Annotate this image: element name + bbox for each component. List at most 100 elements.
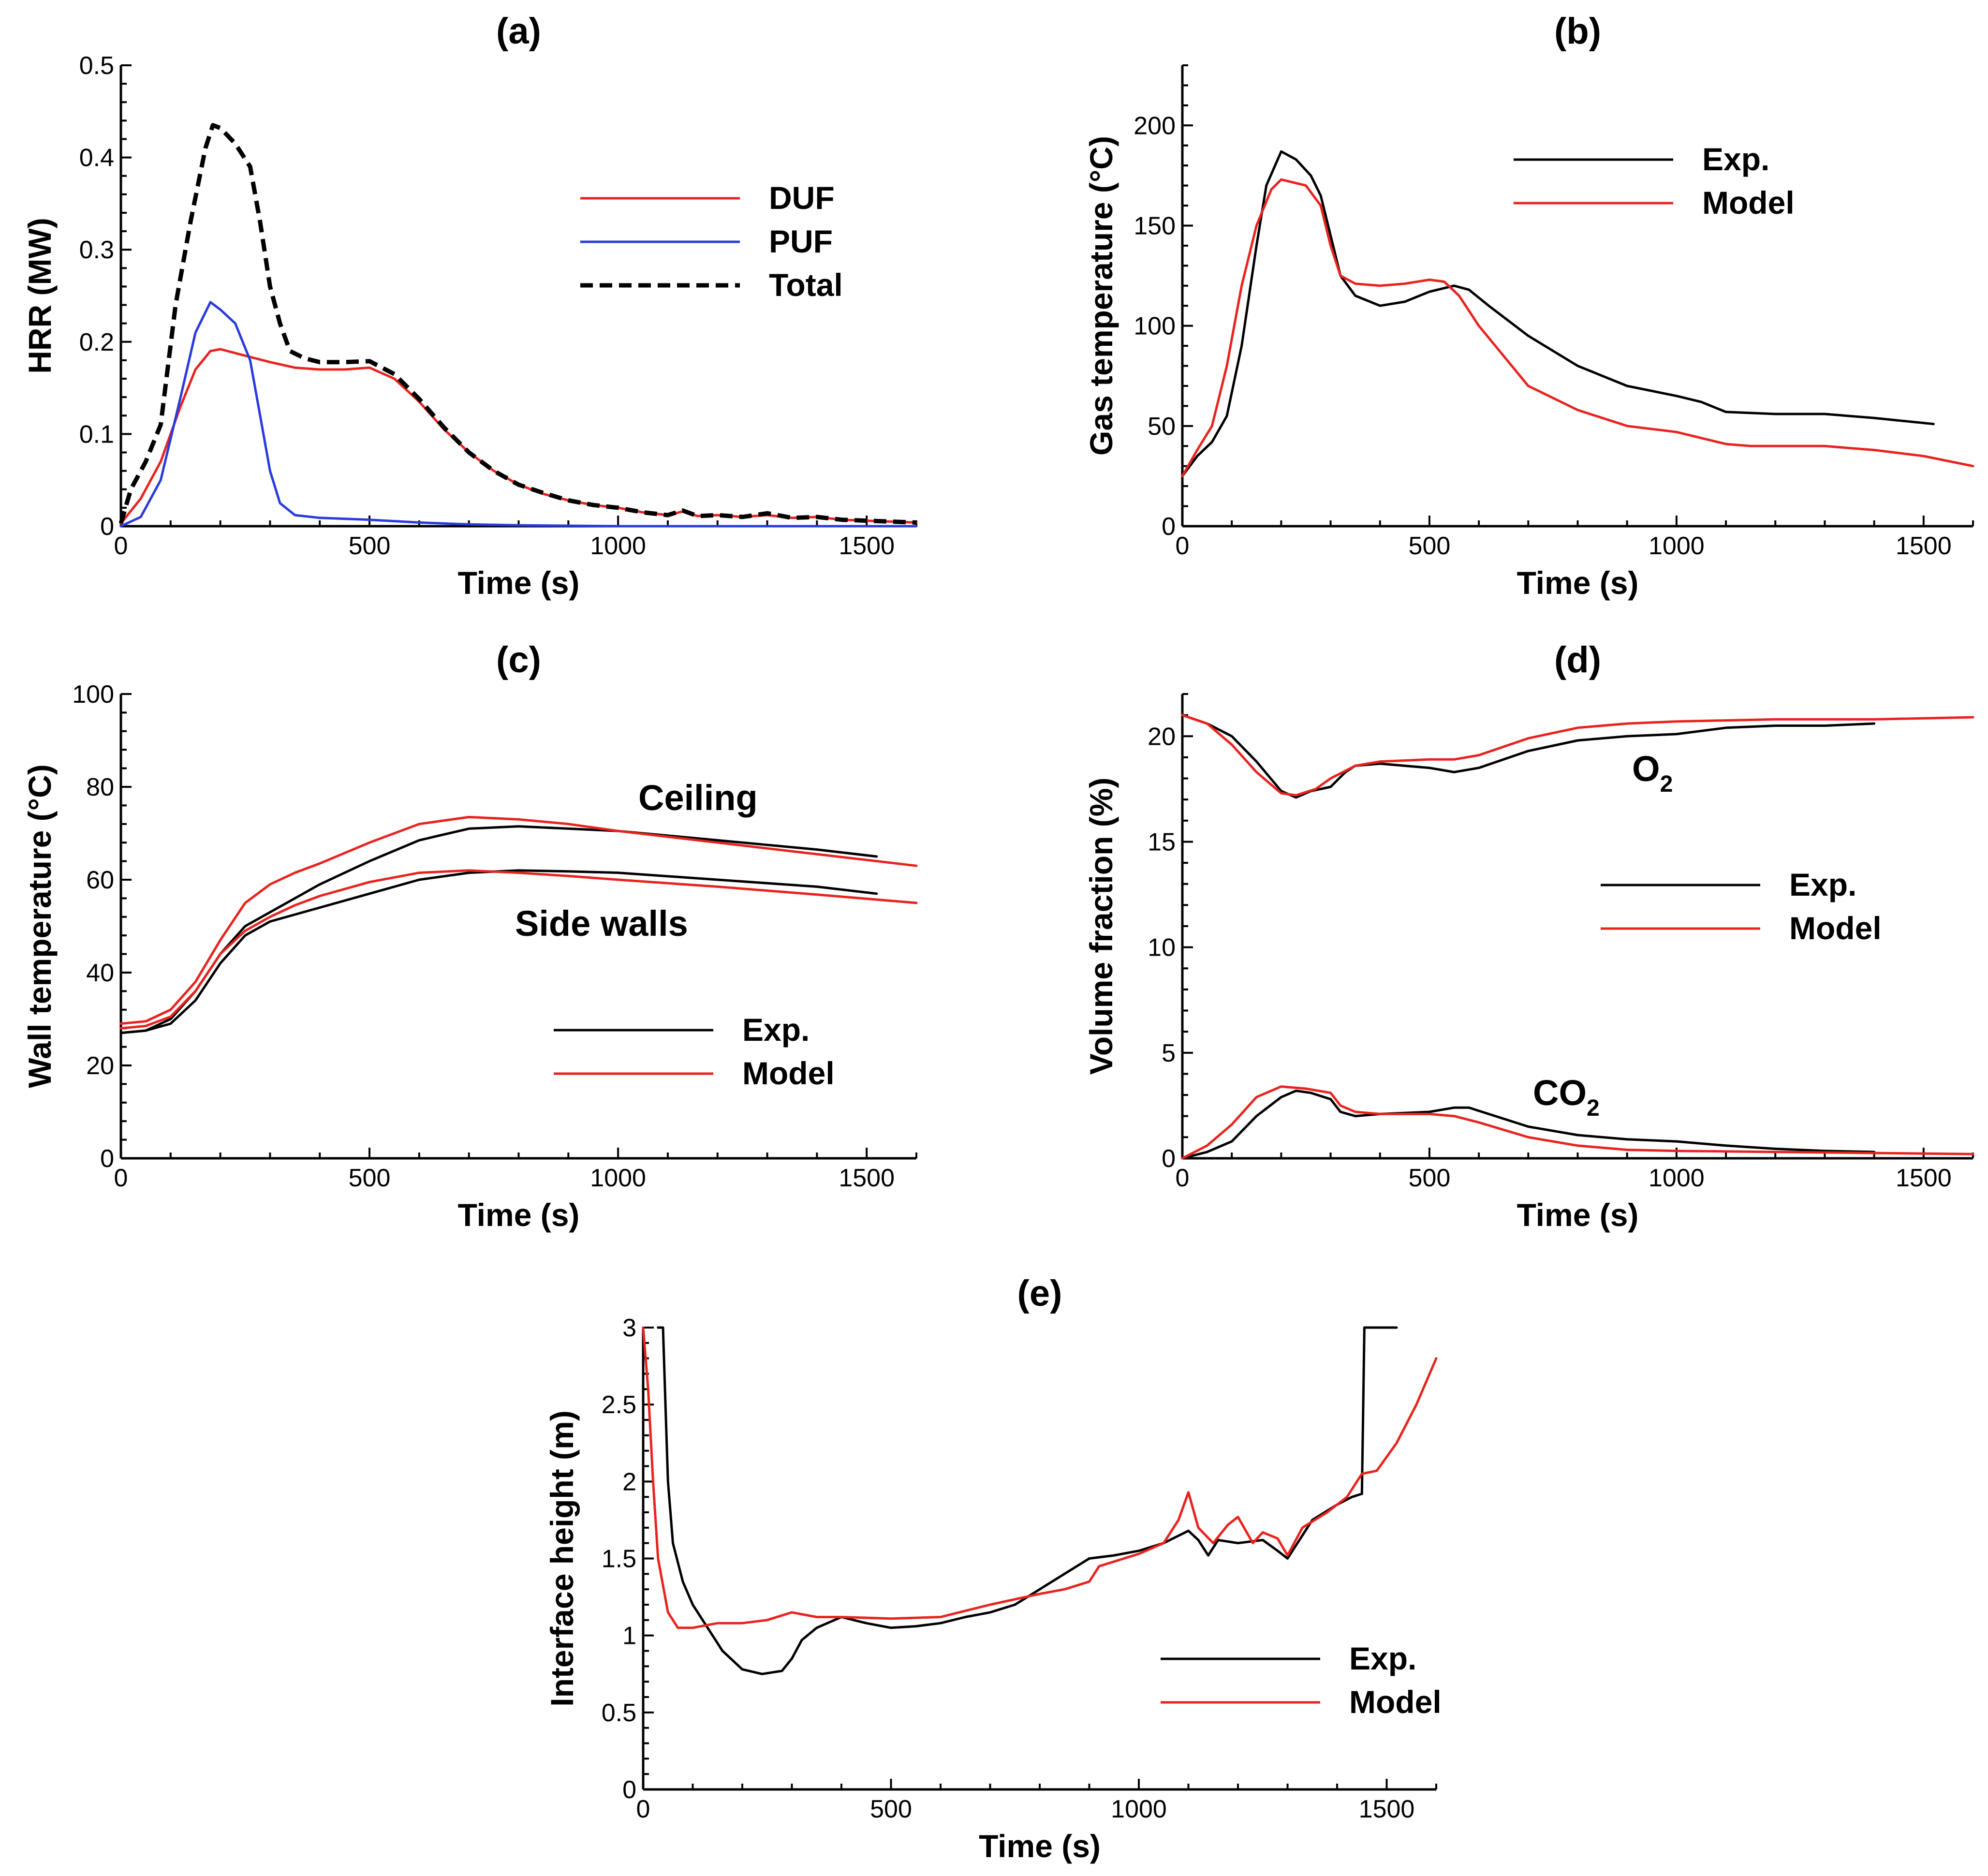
x-axis-title: Time (s): [979, 1828, 1101, 1864]
legend-label: Exp.: [1702, 141, 1769, 177]
annotation-label: CO2: [1533, 1073, 1600, 1121]
y-tick-label: 50: [1148, 413, 1176, 441]
panel-title: (d): [1554, 639, 1601, 680]
panel-title: (e): [1017, 1273, 1062, 1314]
y-tick-label: 3: [622, 1314, 636, 1342]
x-axis-title: Time (s): [458, 565, 580, 601]
legend-label: Exp.: [742, 1012, 810, 1048]
x-tick-label: 0: [1176, 1164, 1190, 1192]
annotation-label: Side walls: [515, 903, 688, 944]
y-tick-label: 60: [86, 866, 114, 894]
y-tick-label: 80: [86, 773, 114, 801]
annotation-text: Ceiling: [638, 778, 758, 818]
annotation-subscript: 2: [1660, 771, 1673, 797]
x-tick-label: 0: [114, 532, 128, 560]
y-tick-label: 20: [86, 1052, 114, 1080]
y-tick-label: 1.5: [602, 1545, 636, 1573]
legend-label: Model: [1702, 185, 1795, 221]
panel-a: (a) 0 500 1000 1500 0 0.1 0.2 0.3 0.4 0.5 Time (s) H…: [22, 11, 918, 601]
y-axis-title: Wall temperature (°C): [22, 764, 58, 1088]
x-tick-label: 1000: [590, 1164, 646, 1192]
panel-title: (c): [496, 639, 541, 680]
y-tick-label: 0.3: [79, 236, 114, 264]
panel-c: (c) 0 500 1000 1500 0 20 40 60 80 100 Time (s) Wall …: [22, 639, 918, 1233]
y-tick-label: 0.4: [79, 144, 114, 172]
x-tick-label: 1000: [1649, 532, 1705, 560]
series-line-unlabeled-2: [1181, 1089, 1876, 1160]
y-tick-label: 0.5: [79, 52, 114, 80]
y-tick-label: 15: [1148, 828, 1176, 856]
x-tick-label: 500: [349, 1164, 391, 1192]
y-tick-label: 100: [1134, 312, 1176, 340]
series-line-model: [1181, 714, 1974, 797]
y-tick-label: 0: [100, 513, 114, 541]
y-axis-title: Interface height (m): [544, 1410, 580, 1706]
series-line-total: [118, 123, 917, 525]
legend-label: Model: [1789, 910, 1882, 946]
y-tick-label: 200: [1134, 112, 1176, 140]
legend-label: PUF: [769, 223, 833, 259]
y-tick-label: 0.1: [79, 420, 114, 448]
series-line-exp: [1181, 150, 1935, 477]
y-tick-label: 0: [1162, 1145, 1176, 1173]
panel-title: (b): [1554, 11, 1601, 52]
x-tick-label: 0: [636, 1795, 650, 1823]
series-line-exp: [119, 825, 878, 1034]
y-tick-label: 40: [86, 959, 114, 987]
y-tick-label: 5: [1162, 1039, 1176, 1067]
panel-e: (e) 0 500 1000 1500 0 0.5 1 1.5 2 2.5 3 Time (s) Inte…: [544, 1273, 1442, 1864]
x-axis-title: Time (s): [1517, 565, 1639, 601]
y-axis-title: Volume fraction (%): [1083, 778, 1119, 1075]
y-tick-label: 0: [100, 1145, 114, 1173]
annotation-text: Side walls: [515, 903, 688, 944]
x-tick-label: 500: [870, 1795, 912, 1823]
x-tick-label: 0: [1176, 532, 1190, 560]
series-line-model: [119, 815, 918, 1025]
x-tick-label: 1000: [1111, 1795, 1167, 1823]
x-tick-label: 500: [1409, 532, 1451, 560]
y-tick-label: 0: [622, 1776, 636, 1804]
annotation-subscript: 2: [1587, 1095, 1600, 1121]
y-axis-title: HRR (MW): [22, 218, 58, 374]
x-tick-label: 1500: [1896, 532, 1952, 560]
x-axis-title: Time (s): [458, 1197, 580, 1233]
y-axis-title: Gas temperature (°C): [1083, 136, 1119, 456]
y-tick-label: 20: [1148, 723, 1176, 751]
series-line-model: [642, 1326, 1438, 1629]
series-line-unlabeled-1: [119, 869, 878, 1034]
legend-label: Model: [742, 1055, 835, 1091]
series-line-unlabeled-3: [119, 869, 918, 1030]
x-tick-label: 500: [1409, 1164, 1451, 1192]
series-line-exp: [657, 1326, 1398, 1675]
x-tick-label: 1500: [1896, 1164, 1952, 1192]
legend-label: Model: [1349, 1684, 1442, 1720]
y-tick-label: 150: [1134, 212, 1176, 240]
annotation-label: O2: [1632, 749, 1673, 797]
series-line-model: [1181, 178, 1974, 477]
y-tick-label: 10: [1148, 934, 1176, 962]
legend-label: DUF: [769, 180, 835, 216]
series-line-duf: [119, 348, 918, 525]
panel-b: (b) 0 500 1000 1500 0 50 100 150 200 Time (s) Gas t…: [1083, 11, 1974, 601]
series-line-exp: [1181, 714, 1876, 799]
legend-label: Total: [769, 267, 843, 303]
series-line-puf: [119, 301, 918, 528]
y-tick-label: 2.5: [602, 1391, 636, 1419]
legend-label: Exp.: [1349, 1640, 1416, 1676]
annotation-text: O: [1632, 749, 1660, 789]
x-tick-label: 1000: [590, 532, 646, 560]
x-tick-label: 1500: [839, 532, 895, 560]
legend-label: Exp.: [1789, 867, 1856, 902]
x-tick-label: 1500: [1359, 1795, 1415, 1823]
y-tick-label: 0: [1162, 513, 1176, 541]
x-axis-title: Time (s): [1517, 1197, 1639, 1233]
annotation-label: Ceiling: [638, 778, 758, 818]
x-tick-label: 500: [349, 532, 391, 560]
y-tick-label: 1: [622, 1622, 636, 1650]
series-line-unlabeled-3: [1181, 1085, 1974, 1160]
y-tick-label: 100: [72, 680, 114, 709]
x-tick-label: 1500: [839, 1164, 895, 1192]
x-tick-label: 0: [114, 1164, 128, 1192]
y-tick-label: 2: [622, 1468, 636, 1496]
